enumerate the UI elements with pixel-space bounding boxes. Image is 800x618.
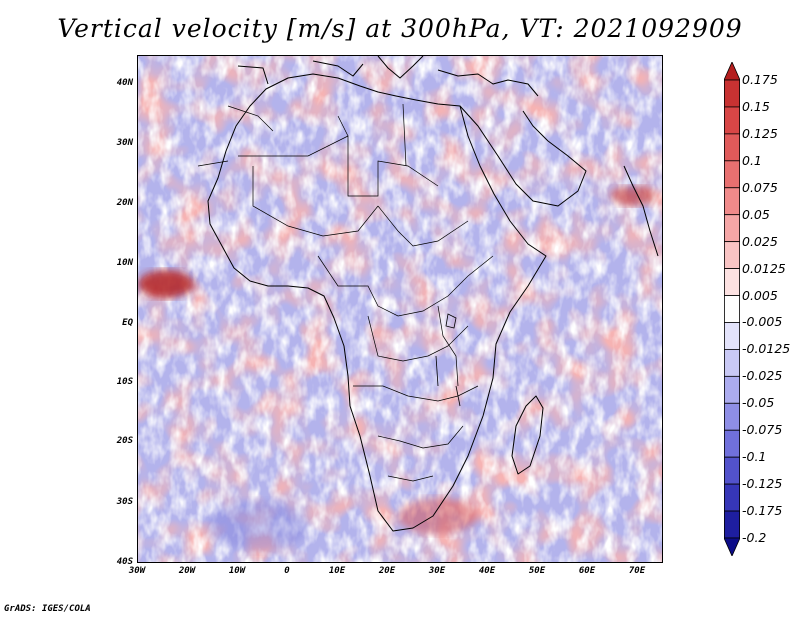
colorbar-box (724, 429, 740, 458)
colorbar-bottom-arrow (724, 537, 740, 556)
colorbar-tick-label: 0.1 (742, 152, 762, 168)
lon-label-30w: 30W (128, 566, 146, 576)
strong-ascent-arabian-sea (611, 186, 655, 206)
africa-coastline (207, 73, 547, 532)
map-canvas (138, 56, 662, 562)
colorbar-top-arrow (724, 62, 740, 81)
colorbar-tick-label: 0.0125 (742, 260, 786, 276)
colorbar-box (724, 241, 740, 269)
country-borders (197, 103, 494, 482)
colorbar-tick-label: -0.0125 (742, 341, 791, 357)
colorbar-tick-label: 0.075 (742, 179, 778, 195)
colorbar-tick-label: 0.005 (742, 287, 778, 303)
colorbar-tick-label: -0.2 (742, 530, 767, 545)
colorbar-box (724, 268, 740, 296)
colorbar-tick-label: 0.125 (742, 125, 778, 141)
lon-label-10e: 10E (328, 566, 346, 576)
lat-label-10s: 10S (116, 377, 133, 387)
lon-label-20w: 20W (178, 566, 196, 576)
colorbar-tick-label: -0.175 (742, 503, 783, 519)
colorbar-box (724, 349, 740, 377)
colorbar-tick-label: 0.05 (742, 206, 770, 222)
lat-label-40s: 40S (116, 557, 133, 567)
colorbar-box (724, 510, 740, 539)
lon-label-0: 0 (284, 566, 290, 576)
lat-label-20s: 20S (116, 436, 133, 446)
colorbar-box (724, 295, 740, 323)
colorbar-box (724, 456, 740, 485)
colorbar-box (724, 402, 740, 431)
colorbar-box (724, 322, 740, 350)
lon-label-50e: 50E (528, 566, 546, 576)
field-texture (138, 56, 662, 562)
colorbar-tick-label: 0.175 (742, 72, 778, 87)
colorbar (724, 62, 740, 556)
lon-label-30e: 30E (428, 566, 446, 576)
colorbar-tick-label: 0.15 (742, 98, 770, 114)
colorbar-tick-label: -0.075 (742, 422, 783, 438)
strong-ascent-atlantic (138, 270, 194, 298)
lon-label-10w: 10W (228, 566, 246, 576)
colorbar-tick-label: -0.005 (742, 314, 783, 330)
colorbar-tick-label: -0.025 (742, 368, 783, 384)
footer-credit: GrADS: IGES/COLA (4, 604, 91, 614)
colorbar-box (724, 133, 740, 162)
lat-label-30n: 30N (116, 138, 133, 148)
lat-label-eq: EQ (122, 318, 133, 328)
lat-label-10n: 10N (116, 258, 133, 268)
colorbar-tick-label: 0.025 (742, 233, 778, 249)
coastlines (207, 56, 659, 532)
india-coastline (623, 165, 659, 257)
lon-label-40e: 40E (478, 566, 496, 576)
colorbar-box (724, 483, 740, 512)
lat-label-40n: 40N (116, 78, 133, 88)
colorbar-tick-label: -0.05 (742, 395, 775, 411)
lat-label-20n: 20N (116, 198, 133, 208)
arabia-coastline (459, 105, 587, 207)
chart-title: Vertical velocity [m/s] at 300hPa, VT: 2… (57, 14, 743, 43)
colorbar-box (724, 214, 740, 243)
descent-south-atlantic (208, 501, 308, 551)
lakes (435, 313, 461, 407)
colorbar-box (724, 187, 740, 216)
map-panel (137, 55, 663, 563)
europe-coastline (237, 56, 539, 97)
colorbar-box (724, 160, 740, 189)
lon-label-20e: 20E (378, 566, 396, 576)
colorbar-tick-label: -0.125 (742, 476, 783, 492)
lon-label-70e: 70E (628, 566, 646, 576)
colorbar-tick-label: -0.1 (742, 449, 767, 465)
madagascar-coastline (511, 395, 544, 475)
colorbar-box (724, 375, 740, 404)
lon-label-60e: 60E (578, 566, 596, 576)
colorbar-box (724, 79, 740, 108)
colorbar-box (724, 106, 740, 135)
lat-label-30s: 30S (116, 497, 133, 507)
